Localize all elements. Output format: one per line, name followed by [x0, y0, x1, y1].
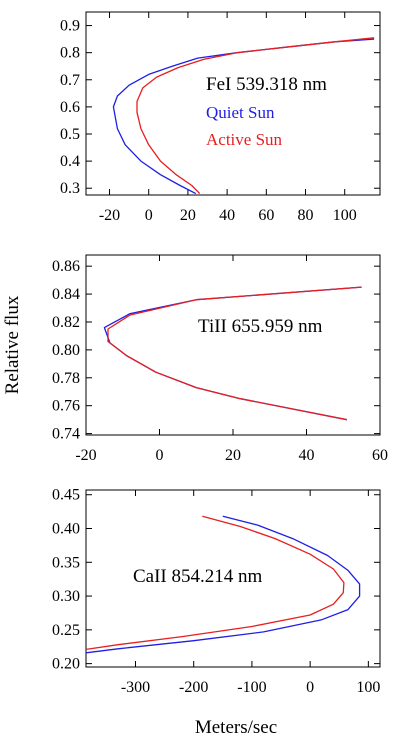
y-tick-label: 0.84	[52, 286, 80, 303]
y-tick-label: 0.8	[60, 45, 80, 62]
y-tick-label: 0.7	[60, 72, 80, 89]
chart-title: CaII 854.214 nm	[133, 566, 263, 587]
x-tick-label: 60	[372, 447, 388, 464]
y-tick-label: 0.20	[52, 656, 80, 673]
legend-quiet-sun: Quiet Sun	[206, 103, 275, 122]
y-tick-label: 0.86	[52, 258, 80, 275]
x-tick-label: -20	[75, 447, 96, 464]
y-tick-label: 0.74	[52, 426, 80, 443]
x-tick-label: -20	[99, 207, 120, 224]
y-axis-label: Relative flux	[2, 295, 23, 394]
x-tick-label: 100	[356, 679, 380, 696]
chart-panel-2: -20 0 20 40 60 0.74 0.76 0.78 0.80 0.82 0.84 0.86 Ti…	[52, 254, 388, 464]
y-tick-label: 0.78	[52, 370, 80, 387]
x-tick-label: 0	[145, 207, 153, 224]
active-sun-line	[86, 515, 345, 651]
quiet-sun-line	[103, 286, 362, 421]
x-tick-label: 0	[306, 679, 314, 696]
active-sun-line	[107, 286, 362, 421]
y-tick-label: 0.6	[60, 99, 80, 116]
y-tick-label: 0.4	[60, 153, 80, 170]
y-tick-label: 0.5	[60, 126, 80, 143]
x-tick-label: -300	[121, 679, 150, 696]
plot-frame	[85, 254, 381, 436]
y-tick-label: 0.35	[52, 554, 80, 571]
x-tick-label: -200	[179, 679, 208, 696]
y-tick-label: 0.25	[52, 622, 80, 639]
plot-frame	[85, 11, 381, 196]
x-tick-label: 20	[180, 207, 196, 224]
chart-panel-3: -300 -200 -100 0 100 0.20 0.25 0.30 0.35 0.40 0.45…	[52, 487, 381, 696]
x-tick-label: 40	[299, 447, 315, 464]
y-tick-label: 0.80	[52, 342, 80, 359]
y-tick-label: 0.30	[52, 588, 80, 605]
x-tick-label: 100	[333, 207, 357, 224]
x-tick-label: -100	[237, 679, 266, 696]
x-tick-label: 20	[225, 447, 241, 464]
chart-title: FeI 539.318 nm	[206, 74, 327, 95]
active-sun-line	[136, 37, 375, 195]
x-tick-label: 80	[298, 207, 314, 224]
panels-group: -20 0 20 40 60 80 1000.30.40.50.60.70.80.9FeI …	[52, 11, 388, 696]
y-tick-label: 0.76	[52, 398, 80, 415]
y-tick-label: 0.45	[52, 487, 80, 504]
x-tick-label: 60	[258, 207, 274, 224]
x-axis-label: Meters/sec	[195, 717, 277, 738]
x-tick-label: 0	[156, 447, 164, 464]
y-tick-label: 0.40	[52, 521, 80, 538]
y-tick-label: 0.82	[52, 314, 80, 331]
y-tick-label: 0.3	[60, 180, 80, 197]
x-tick-label: 40	[219, 207, 235, 224]
plot-frame	[85, 489, 381, 668]
quiet-sun-line	[86, 515, 361, 654]
y-tick-label: 0.9	[60, 18, 80, 35]
chart-panel-1: -20 0 20 40 60 80 100 0.3 0.4 0.5 0.6 0.7 0.8 0.9 FeI …	[60, 11, 381, 224]
legend-active-sun: Active Sun	[206, 130, 283, 149]
chart-title: TiII 655.959 nm	[198, 316, 323, 337]
